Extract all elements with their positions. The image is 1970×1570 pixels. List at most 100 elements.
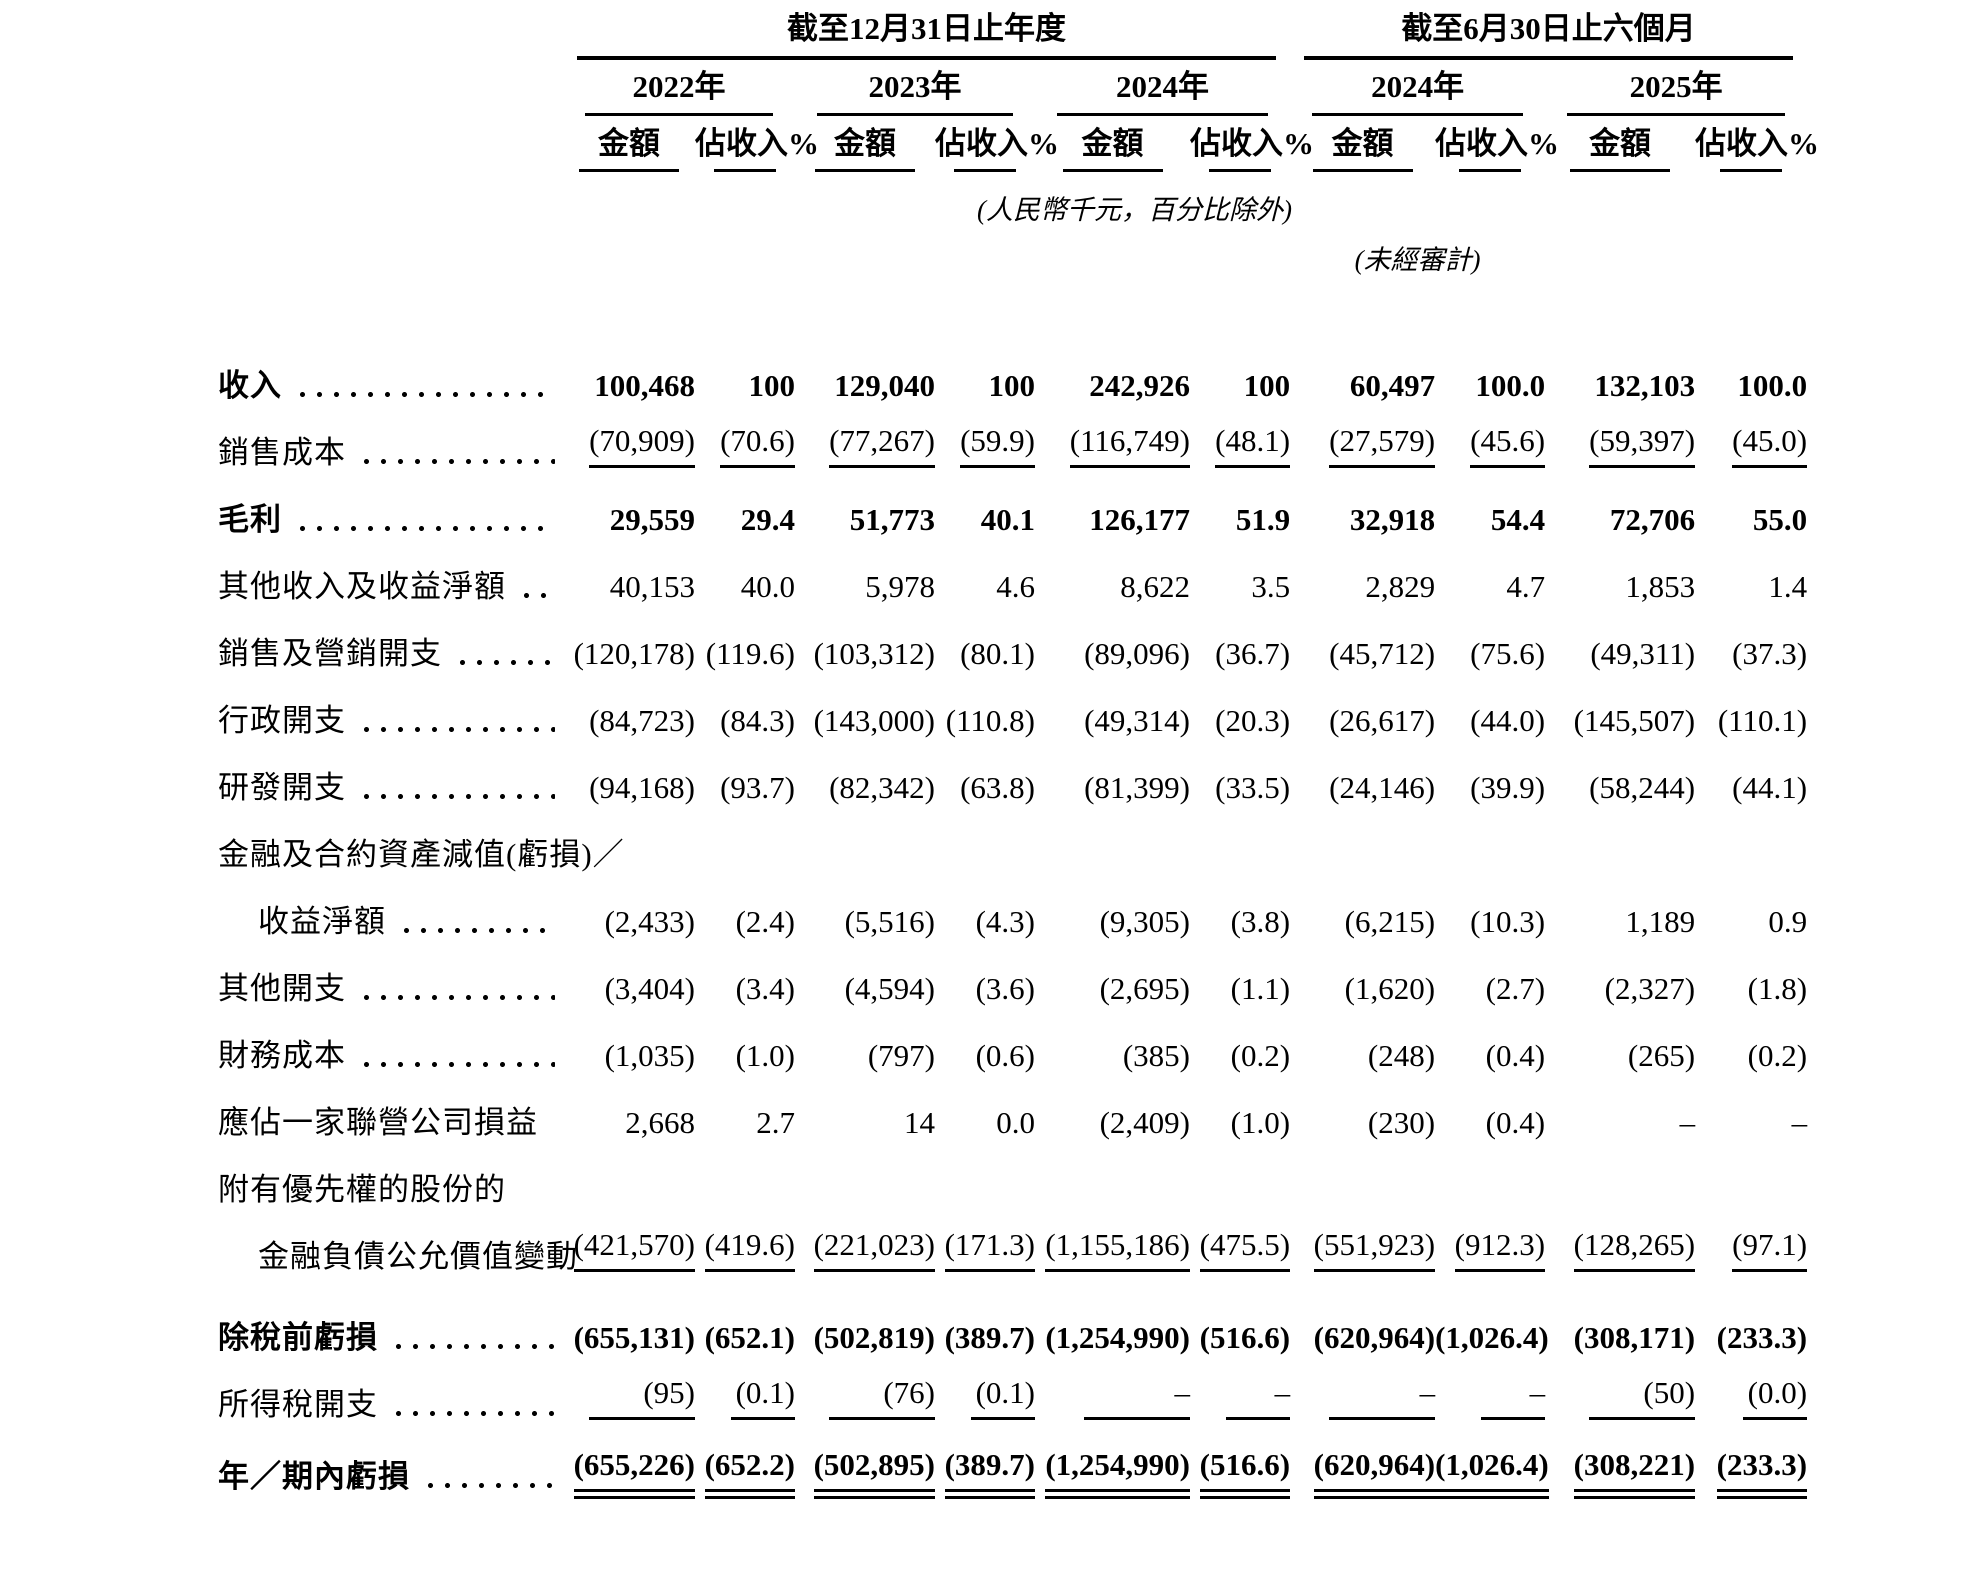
dot-leader bbox=[398, 928, 555, 933]
cell-value: (912.3) bbox=[1435, 1215, 1546, 1282]
pct-subheader: 佔收入% bbox=[1435, 116, 1559, 172]
cell-value: (0.2) bbox=[1695, 1014, 1807, 1081]
row-label: 其他收入及收益淨額 bbox=[218, 545, 563, 612]
cell-value-text: (1.0) bbox=[735, 1038, 795, 1073]
cell-value: (502,895) bbox=[795, 1430, 936, 1502]
cell-value-text: 8,622 bbox=[1120, 569, 1190, 604]
cell-value bbox=[695, 813, 795, 880]
cell-value-text: (143,000) bbox=[813, 703, 935, 738]
cell-value-text: (82,342) bbox=[829, 770, 935, 805]
cell-value: (1.1) bbox=[1190, 947, 1290, 1014]
dot-leader bbox=[390, 1411, 555, 1416]
cell-value-text: (3.8) bbox=[1230, 904, 1291, 939]
cell-value: (3.8) bbox=[1190, 880, 1290, 947]
row-label-text: 金融負債公允價值變動 bbox=[258, 1239, 578, 1274]
cell-value-text: 100 bbox=[1243, 368, 1291, 403]
amount-subheader: 金額 bbox=[1035, 116, 1190, 172]
cell-value: 40.0 bbox=[695, 545, 795, 612]
row-label: 財務成本 bbox=[218, 1014, 563, 1081]
cell-value: (1,026.4) bbox=[1435, 1430, 1549, 1502]
row-label-text: 銷售及營銷開支 bbox=[218, 636, 442, 671]
cell-value: (551,923) bbox=[1290, 1215, 1436, 1282]
cell-value-text: (36.7) bbox=[1215, 636, 1291, 671]
cell-value: (143,000) bbox=[795, 679, 935, 746]
cell-value: 126,177 bbox=[1035, 478, 1190, 545]
row-label: 年／期內虧損 bbox=[218, 1430, 563, 1502]
row-label-text: 其他開支 bbox=[218, 971, 346, 1006]
cell-value-text: (0.6) bbox=[975, 1038, 1035, 1073]
table-row: 所得稅開支 (95) (0.1) (76) (0.1) – – – – (50) (0.0) bbox=[218, 1363, 1808, 1430]
cell-value-text: (110.8) bbox=[945, 703, 1035, 738]
cell-value bbox=[1695, 813, 1807, 880]
cell-value: (103,312) bbox=[795, 612, 935, 679]
annual-period-title: 截至12月31日止年度 bbox=[577, 13, 1277, 60]
cell-value-text: (119.6) bbox=[705, 636, 795, 671]
row-label: 收益淨額 bbox=[218, 880, 563, 947]
cell-value-text: (50) bbox=[1589, 1377, 1696, 1420]
cell-value bbox=[563, 1148, 695, 1215]
table-row: 毛利 29,559 29.4 51,773 40.1 126,177 51.9 32,918 5… bbox=[218, 478, 1807, 545]
table-row: 銷售及營銷開支 (120,178) (119.6) (103,312) (80.1) (8… bbox=[218, 612, 1807, 679]
cell-value-text: (265) bbox=[1627, 1038, 1696, 1073]
cell-value-text: (4,594) bbox=[844, 971, 935, 1006]
cell-value-text: 100 bbox=[748, 368, 796, 403]
cell-value: 60,497 bbox=[1290, 344, 1435, 411]
cell-value-text: (3.4) bbox=[735, 971, 795, 1006]
cell-value-text: – bbox=[1226, 1377, 1291, 1420]
cell-value: 32,918 bbox=[1290, 478, 1435, 545]
cell-value: (0.0) bbox=[1695, 1363, 1808, 1430]
cell-value-text: (2,695) bbox=[1099, 971, 1190, 1006]
cell-value-text: (389.7) bbox=[944, 1320, 1035, 1355]
cell-value: 242,926 bbox=[1035, 344, 1190, 411]
pct-subheader: 佔收入% bbox=[1190, 116, 1314, 172]
cell-value-text: (84.3) bbox=[720, 703, 795, 738]
row-label-text: 所得稅開支 bbox=[218, 1387, 378, 1422]
cell-value bbox=[1035, 1148, 1190, 1215]
cell-value: (652.2) bbox=[695, 1430, 796, 1502]
cell-value: (1,035) bbox=[563, 1014, 695, 1081]
cell-value: (655,131) bbox=[563, 1282, 695, 1363]
cell-value: – bbox=[1035, 1363, 1190, 1430]
dot-leader bbox=[294, 526, 555, 531]
cell-value-text: (97.1) bbox=[1732, 1229, 1808, 1272]
cell-value-text: (419.6) bbox=[704, 1229, 795, 1272]
cell-value-text: (1,035) bbox=[604, 1038, 695, 1073]
cell-value: (93.7) bbox=[695, 746, 795, 813]
annual-period-group: 截至12月31日止年度 bbox=[563, 8, 1290, 60]
cell-value-text: (0.2) bbox=[1230, 1038, 1291, 1073]
cell-value: (58,244) bbox=[1545, 746, 1695, 813]
cell-value-text: (0.4) bbox=[1485, 1038, 1546, 1073]
cell-value-text: (2,327) bbox=[1604, 971, 1696, 1006]
cell-value: (4.3) bbox=[935, 880, 1035, 947]
cell-value: (26,617) bbox=[1290, 679, 1435, 746]
cell-value: (70.6) bbox=[695, 411, 795, 478]
cell-value-text: (0.1) bbox=[971, 1377, 1035, 1420]
cell-value: (82,342) bbox=[795, 746, 935, 813]
cell-value bbox=[935, 813, 1035, 880]
cell-value: (248) bbox=[1290, 1014, 1435, 1081]
cell-value-text: 1.4 bbox=[1768, 569, 1808, 604]
cell-value bbox=[1290, 813, 1435, 880]
cell-value-text: (2,409) bbox=[1099, 1105, 1190, 1140]
cell-value: (128,265) bbox=[1545, 1215, 1696, 1282]
cell-value-text: (24,146) bbox=[1329, 770, 1436, 805]
cell-value: (94,168) bbox=[563, 746, 695, 813]
cell-value-text: 1,189 bbox=[1625, 904, 1696, 939]
cell-value: 4.6 bbox=[935, 545, 1035, 612]
cell-value: (1.0) bbox=[1190, 1081, 1290, 1148]
amount-subheader: 金額 bbox=[795, 116, 935, 172]
amount-subheader: 金額 bbox=[563, 116, 695, 172]
cell-value: 2.7 bbox=[695, 1081, 795, 1148]
cell-value: (97.1) bbox=[1695, 1215, 1808, 1282]
table-row: 研發開支 (94,168) (93.7) (82,342) (63.8) (81,399)… bbox=[218, 746, 1807, 813]
cell-value-text: (45,712) bbox=[1329, 636, 1436, 671]
cell-value bbox=[1190, 1148, 1290, 1215]
cell-value-text: (2.7) bbox=[1485, 971, 1546, 1006]
cell-value-text: (39.9) bbox=[1470, 770, 1546, 805]
cell-value-text: 2.7 bbox=[756, 1105, 795, 1140]
cell-value: 100 bbox=[695, 344, 796, 411]
cell-value-text: 2,668 bbox=[625, 1105, 695, 1140]
cell-value-text: (27,579) bbox=[1329, 425, 1436, 468]
cell-value-text: (1,155,186) bbox=[1045, 1229, 1190, 1272]
cell-value-text: (145,507) bbox=[1573, 703, 1696, 738]
